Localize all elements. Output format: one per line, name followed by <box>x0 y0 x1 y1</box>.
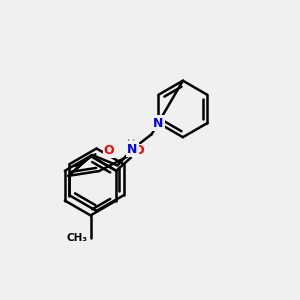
Text: O: O <box>133 144 144 158</box>
Text: N: N <box>127 142 138 156</box>
Text: CH₃: CH₃ <box>67 233 88 243</box>
Text: O: O <box>103 144 114 157</box>
Text: N: N <box>153 117 164 130</box>
Text: H: H <box>127 139 135 149</box>
Text: N: N <box>153 117 164 130</box>
